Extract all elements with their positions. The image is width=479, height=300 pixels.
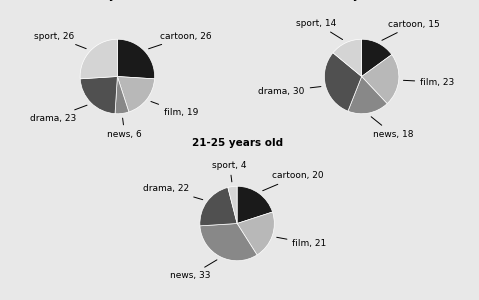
Wedge shape — [115, 76, 129, 114]
Wedge shape — [237, 186, 273, 224]
Wedge shape — [228, 186, 237, 224]
Wedge shape — [80, 76, 117, 114]
Text: film, 19: film, 19 — [151, 101, 198, 117]
Text: cartoon, 15: cartoon, 15 — [382, 20, 440, 40]
Text: sport, 4: sport, 4 — [213, 161, 247, 182]
Text: sport, 26: sport, 26 — [34, 32, 86, 49]
Text: news, 18: news, 18 — [371, 117, 413, 139]
Wedge shape — [362, 55, 399, 104]
Wedge shape — [348, 76, 387, 114]
Wedge shape — [117, 76, 155, 112]
Text: drama, 22: drama, 22 — [143, 184, 203, 200]
Wedge shape — [237, 212, 274, 255]
Text: cartoon, 26: cartoon, 26 — [148, 32, 212, 49]
Text: film, 23: film, 23 — [403, 77, 455, 86]
Wedge shape — [200, 188, 237, 226]
Wedge shape — [362, 39, 392, 76]
Wedge shape — [324, 53, 362, 111]
Text: drama, 30: drama, 30 — [258, 87, 321, 96]
Text: news, 6: news, 6 — [107, 118, 142, 139]
Title: 10-15 years old: 10-15 years old — [72, 0, 163, 1]
Text: sport, 14: sport, 14 — [297, 19, 342, 40]
Text: news, 33: news, 33 — [170, 260, 217, 280]
Wedge shape — [333, 39, 362, 76]
Title: 21-25 years old: 21-25 years old — [192, 138, 283, 148]
Text: cartoon, 20: cartoon, 20 — [262, 171, 323, 191]
Wedge shape — [117, 39, 155, 79]
Text: film, 21: film, 21 — [277, 237, 327, 248]
Wedge shape — [200, 224, 257, 261]
Wedge shape — [80, 39, 117, 79]
Title: 16-20 years old: 16-20 years old — [316, 0, 407, 1]
Text: drama, 23: drama, 23 — [30, 105, 87, 123]
